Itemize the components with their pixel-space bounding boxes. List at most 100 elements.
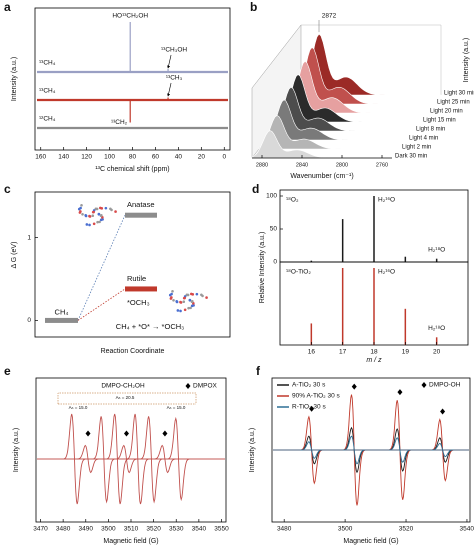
level-label: CH₄ <box>55 307 69 316</box>
molecule-icon <box>88 214 91 218</box>
y-axis-label: Intensity (a.u.) <box>249 428 256 472</box>
diamond-marker <box>440 408 446 415</box>
x-tick-label: 18 <box>370 349 378 356</box>
hyperfine-bracket <box>57 392 197 404</box>
subplot-label: ¹⁸O₂ <box>286 197 299 204</box>
diamond-marker <box>162 430 168 437</box>
molecule-icon <box>183 296 186 300</box>
x-tick-label: 140 <box>58 154 69 161</box>
legend-label: DMPO-OH <box>429 382 461 389</box>
x-tick-label: 3500 <box>338 526 353 533</box>
y-tick-label: 1 <box>27 234 31 241</box>
spectral-line <box>388 437 411 463</box>
y-axis-label: Intensity (a.u.) <box>11 57 18 101</box>
x-axis-label: Wavenumber (cm⁻¹) <box>290 173 353 180</box>
legend-label: Light 2 min <box>402 145 431 151</box>
energy-level <box>125 212 157 218</box>
species-label: H₂¹⁶O <box>378 269 395 276</box>
x-axis-label: Magnetic field (G) <box>343 538 398 545</box>
molecule-icon <box>96 220 99 224</box>
legend-label: Light 8 min <box>416 127 445 133</box>
panel-letter: b <box>250 0 257 14</box>
molecule-icon <box>80 203 83 207</box>
x-tick-label: 3530 <box>169 526 184 533</box>
y-tick-label: 0 <box>273 259 277 266</box>
x-axis-label: Reaction Coordinate <box>101 348 165 355</box>
molecule-icon <box>188 298 192 302</box>
product-label: *OCH₃ <box>127 298 150 307</box>
molecule-icon <box>98 220 101 224</box>
diamond-marker <box>397 389 403 396</box>
panel-letter: c <box>4 182 11 196</box>
species-label: H₂¹⁸O <box>428 325 445 332</box>
molecule-icon <box>187 306 190 310</box>
x-tick-label: 3470 <box>33 526 48 533</box>
hyperfine-label: Aₙ = 15.0 <box>167 405 186 410</box>
legend-label: Light 20 min <box>430 109 463 115</box>
molecule-icon <box>99 218 103 222</box>
panel-letter: a <box>4 0 11 14</box>
peak-annotation: 2872 <box>322 13 337 20</box>
legend-label: Light 30 min <box>444 91 474 97</box>
molecule-icon <box>100 207 104 210</box>
y-tick-label: 0 <box>27 317 31 324</box>
x-axis-label: Magnetic field (G) <box>103 538 158 545</box>
x-tick-label: 3540 <box>460 526 474 533</box>
molecule-icon <box>175 300 178 303</box>
molecule-icon <box>205 296 208 299</box>
molecule-icon <box>170 296 173 299</box>
molecule-icon <box>201 294 204 298</box>
x-tick-label: 2840 <box>296 162 308 168</box>
molecule-icon <box>81 212 84 216</box>
energy-level <box>125 286 157 292</box>
molecule-icon <box>172 298 175 302</box>
molecule-icon <box>97 212 101 216</box>
legend-label: Dark 30 min <box>395 154 427 160</box>
molecule-icon <box>84 214 87 217</box>
component-label: DMPO-CH₂OH <box>101 383 145 390</box>
x-tick-label: 3540 <box>192 526 207 533</box>
hyperfine-label: Aₕ = 20.5 <box>116 395 135 400</box>
diamond-marker <box>123 430 129 437</box>
molecule-icon <box>85 223 89 226</box>
plot-frame <box>34 191 231 338</box>
x-tick-label: 20 <box>433 349 441 356</box>
x-tick-label: 3510 <box>124 526 139 533</box>
molecule-icon <box>104 206 108 210</box>
hyperfine-label: Aₙ = 15.0 <box>69 405 88 410</box>
connector <box>77 288 126 321</box>
x-tick-label: 20 <box>198 154 206 161</box>
x-tick-label: 17 <box>339 349 347 356</box>
spectral-line <box>154 444 176 474</box>
legend-label: A-TiO₂ 30 s <box>292 382 326 389</box>
spectral-line <box>300 441 323 459</box>
diamond-marker <box>185 383 191 389</box>
annotation-arrow <box>167 82 172 97</box>
connector <box>77 215 126 321</box>
legend-label: 90% A-TiO₂ 30 s <box>292 393 341 400</box>
peak-label: ¹³CH₂ <box>111 119 128 126</box>
y-axis-label: Δ G (eV) <box>11 242 18 269</box>
x-tick-label: 3490 <box>79 526 94 533</box>
y-axis-label: Intensity (a.u.) <box>13 428 20 472</box>
x-tick-label: 3520 <box>399 526 414 533</box>
molecule-icon <box>182 300 186 304</box>
panel-letter: f <box>256 364 261 378</box>
reaction-label: CH₄ + *O* → *OCH₃ <box>116 322 184 331</box>
molecule-icon <box>179 300 182 304</box>
panel-letter: d <box>252 182 259 196</box>
x-tick-label: 40 <box>175 154 183 161</box>
x-tick-label: 3480 <box>56 526 71 533</box>
molecule-icon <box>170 292 173 296</box>
molecule-icon <box>183 308 187 312</box>
molecule-icon <box>95 207 99 211</box>
energy-level <box>45 317 78 323</box>
legend-label: R-TiO₂ 30 s <box>292 404 326 411</box>
molecule-icon <box>114 210 117 213</box>
molecule-icon <box>92 210 95 214</box>
x-tick-label: 100 <box>104 154 115 161</box>
x-tick-label: 3480 <box>277 526 292 533</box>
diamond-marker <box>421 382 427 388</box>
wall <box>301 24 442 95</box>
level-label: Rutile <box>127 274 146 283</box>
